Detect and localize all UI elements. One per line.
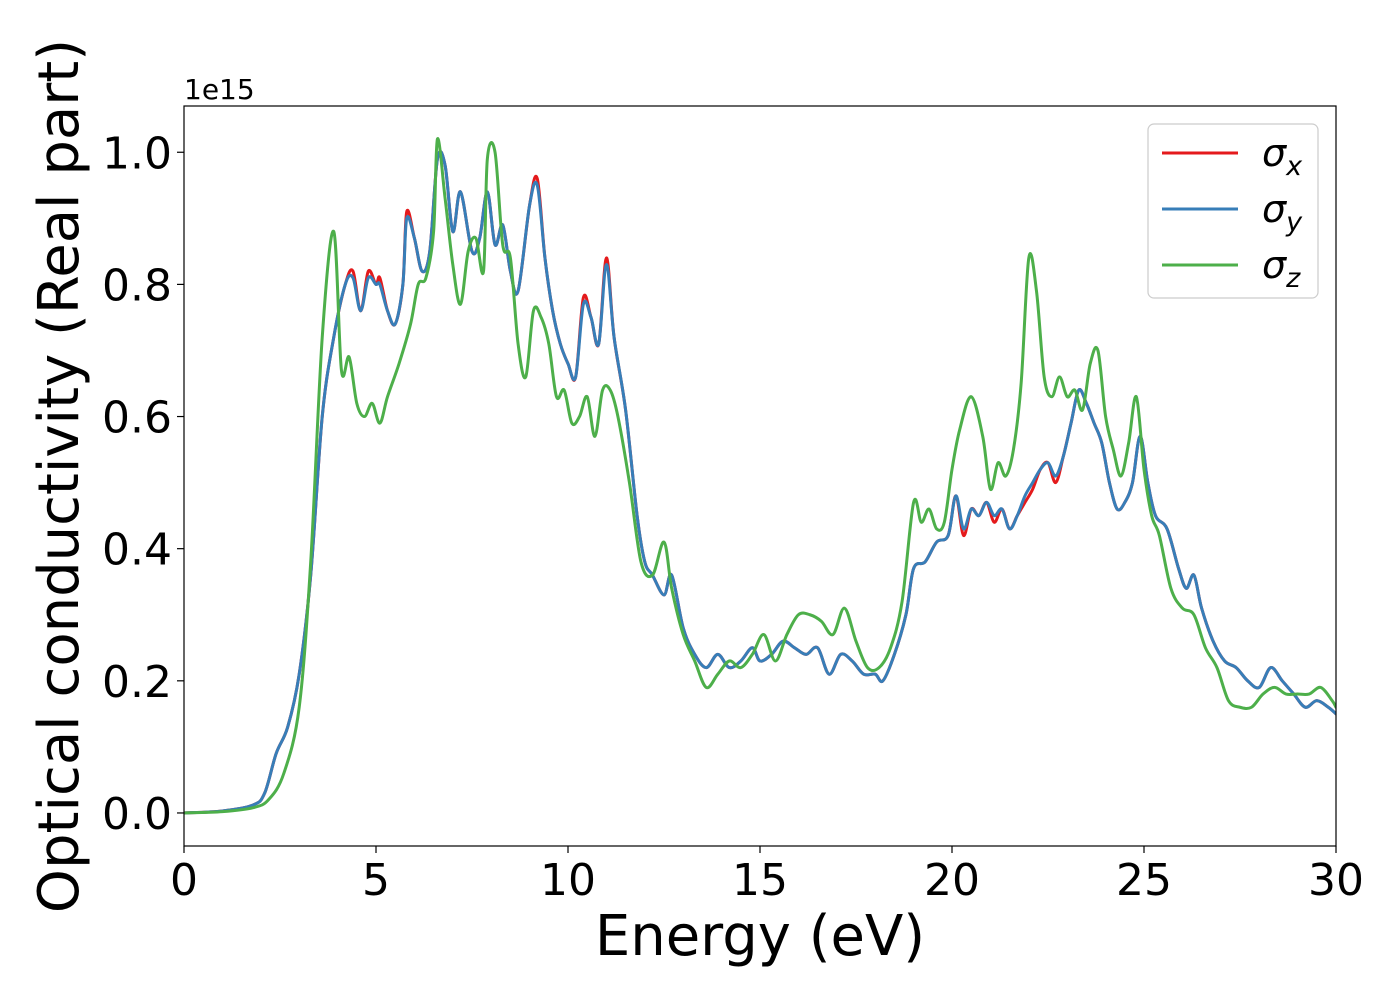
series-group <box>184 137 1336 815</box>
x-tick-label: 25 <box>1116 855 1172 906</box>
x-tick-label: 10 <box>540 855 596 906</box>
legend-label-subscript: x <box>1285 151 1303 182</box>
x-tick-label: 5 <box>362 855 390 906</box>
series-line-z <box>184 137 1336 815</box>
y-tick-label: 0.0 <box>102 789 172 840</box>
legend-label-x: σx <box>1262 131 1303 182</box>
x-tick-label: 0 <box>170 855 198 906</box>
y-tick-label: 0.4 <box>102 525 172 576</box>
x-axis: 0 5 10 15 20 25 30 <box>170 846 1364 906</box>
series-line-y <box>184 149 1336 815</box>
y-axis: 0.0 0.2 0.4 0.6 0.8 1.0 <box>102 128 184 840</box>
x-tick-label: 30 <box>1308 855 1364 906</box>
legend-label-y: σy <box>1262 187 1303 238</box>
x-axis-label: Energy (eV) <box>595 904 925 969</box>
legend-label-symbol: σ <box>1262 131 1288 175</box>
y-tick-label: 0.2 <box>102 657 172 708</box>
legend-label-symbol: σ <box>1262 243 1288 287</box>
legend-label-symbol: σ <box>1262 187 1288 231</box>
legend-box <box>1147 123 1319 299</box>
offset-text: 1e15 <box>184 73 255 106</box>
legend-label-z: σz <box>1262 243 1301 294</box>
legend-label-subscript: z <box>1285 263 1301 294</box>
y-axis-label: Optical conductivity (Real part) <box>27 39 92 913</box>
legend-label-subscript: y <box>1285 207 1303 238</box>
y-tick-label: 0.8 <box>102 260 172 311</box>
y-tick-label: 1.0 <box>102 128 172 179</box>
y-tick-label: 0.6 <box>102 393 172 444</box>
x-tick-label: 15 <box>732 855 788 906</box>
x-tick-label: 20 <box>924 855 980 906</box>
